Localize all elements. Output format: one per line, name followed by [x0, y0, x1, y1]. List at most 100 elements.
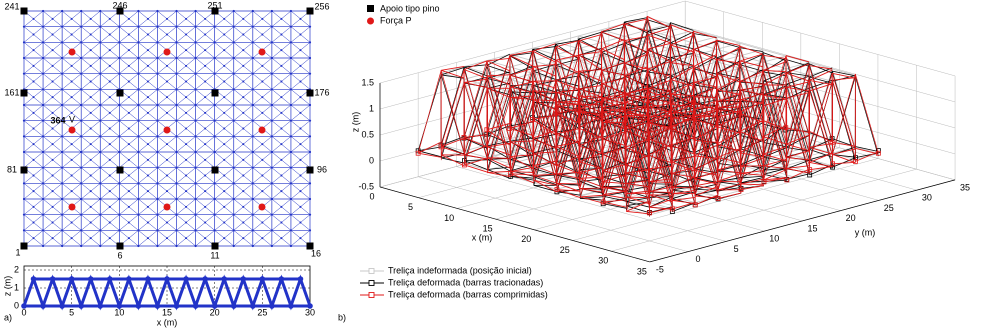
- member: [648, 89, 672, 99]
- node-marker: [438, 144, 444, 150]
- node: [127, 205, 130, 208]
- node-marker: [715, 196, 721, 201]
- node: [250, 303, 256, 309]
- member: [832, 154, 856, 158]
- member: [578, 127, 602, 139]
- label: 5: [734, 244, 739, 254]
- member: [510, 99, 535, 174]
- member: [717, 183, 741, 191]
- member: [670, 66, 695, 81]
- member: [578, 135, 602, 147]
- member: [694, 96, 718, 98]
- node: [51, 174, 54, 177]
- node: [242, 221, 245, 224]
- label: 5: [408, 202, 413, 212]
- label: 20: [846, 213, 856, 223]
- member: [578, 31, 602, 40]
- load: [68, 48, 76, 56]
- node: [183, 276, 189, 282]
- member: [693, 29, 717, 38]
- member: [785, 55, 810, 63]
- member: [602, 170, 626, 178]
- node: [223, 190, 226, 193]
- node: [204, 64, 207, 67]
- member: [532, 60, 557, 139]
- member: [509, 47, 533, 55]
- node: [51, 17, 54, 20]
- node: [156, 135, 159, 138]
- node: [89, 127, 92, 130]
- member: [831, 73, 856, 155]
- member: [694, 181, 718, 187]
- node: [41, 244, 45, 248]
- label: Apoio tipo pino: [380, 3, 440, 13]
- member: [648, 125, 673, 208]
- node: [156, 103, 159, 107]
- node: [156, 56, 159, 60]
- node: [289, 41, 293, 44]
- node: [223, 237, 226, 240]
- member: [763, 176, 787, 181]
- member: [786, 62, 810, 70]
- member: [602, 126, 627, 203]
- label: 20: [521, 234, 531, 244]
- node: [175, 88, 178, 91]
- member: [624, 93, 649, 168]
- member: [624, 40, 648, 54]
- node: [223, 17, 226, 20]
- member: [509, 85, 534, 160]
- node: [221, 276, 227, 282]
- node-marker: [600, 199, 606, 205]
- node: [173, 303, 180, 309]
- node: [118, 135, 121, 138]
- node: [156, 244, 159, 248]
- node: [307, 303, 313, 309]
- member: [763, 98, 787, 107]
- member: [762, 54, 787, 60]
- member: [624, 75, 649, 89]
- member: [601, 26, 625, 33]
- member: [649, 125, 673, 133]
- member: [533, 101, 557, 176]
- member: [579, 95, 603, 98]
- member: [671, 117, 696, 121]
- node-marker: [784, 177, 790, 183]
- node: [213, 119, 216, 122]
- node: [242, 17, 245, 20]
- member: [487, 157, 511, 159]
- member: [786, 62, 810, 74]
- member: [602, 115, 627, 195]
- member: [580, 197, 604, 201]
- node: [156, 213, 159, 216]
- node: [175, 182, 178, 185]
- node: [99, 88, 102, 91]
- node: [22, 56, 26, 60]
- member: [648, 109, 672, 118]
- node: [80, 166, 83, 169]
- node: [270, 135, 273, 138]
- node: [213, 182, 216, 185]
- member: [509, 73, 534, 152]
- node: [308, 72, 312, 75]
- label: 1.5: [361, 77, 374, 87]
- member: [486, 65, 511, 74]
- node: [80, 41, 83, 44]
- node: [166, 237, 168, 240]
- node: [41, 229, 45, 232]
- member: [671, 114, 695, 119]
- member: [601, 31, 625, 41]
- node: [22, 72, 26, 75]
- node: [242, 190, 245, 193]
- member: [441, 66, 465, 71]
- member: [762, 70, 787, 143]
- member: [809, 67, 833, 78]
- member: [580, 194, 603, 198]
- member: [670, 89, 695, 167]
- node: [259, 276, 266, 282]
- label: z (m): [350, 112, 360, 133]
- member: [740, 86, 764, 91]
- node: [108, 174, 111, 177]
- node: [41, 88, 45, 91]
- node: [166, 174, 168, 177]
- member: [625, 88, 649, 95]
